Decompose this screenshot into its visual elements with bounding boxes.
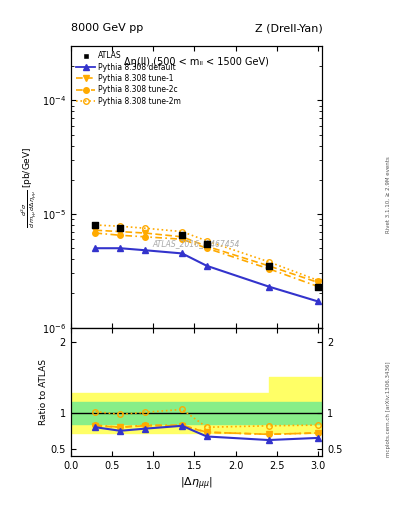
Point [204, 240, 210, 248]
Point [179, 231, 185, 240]
Legend: ATLAS, Pythia 8.308 default, Pythia 8.308 tune-1, Pythia 8.308 tune-2c, Pythia 8: ATLAS, Pythia 8.308 default, Pythia 8.30… [75, 50, 183, 107]
Text: ATLAS_2016_I1467454: ATLAS_2016_I1467454 [153, 239, 240, 248]
Point [266, 262, 272, 270]
Text: Z (Drell-Yan): Z (Drell-Yan) [255, 23, 322, 33]
X-axis label: $|\Delta\eta_{\mu\mu}|$: $|\Delta\eta_{\mu\mu}|$ [180, 476, 213, 493]
Y-axis label: $\frac{d^2\sigma}{d\,m_{\mu\mu}\,d\Delta\eta_{\mu\mu}}$ [pb/GeV]: $\frac{d^2\sigma}{d\,m_{\mu\mu}\,d\Delta… [19, 146, 39, 228]
Point [117, 224, 123, 232]
Point [315, 283, 321, 291]
Text: mcplots.cern.ch [arXiv:1306.3436]: mcplots.cern.ch [arXiv:1306.3436] [386, 362, 391, 457]
Y-axis label: Ratio to ATLAS: Ratio to ATLAS [39, 359, 48, 424]
Text: Δη(ll) (500 < mₗₗ < 1500 GeV): Δη(ll) (500 < mₗₗ < 1500 GeV) [124, 57, 269, 68]
Point [92, 221, 99, 229]
Text: 8000 GeV pp: 8000 GeV pp [71, 23, 143, 33]
Text: Rivet 3.1.10, ≥ 2.9M events: Rivet 3.1.10, ≥ 2.9M events [386, 156, 391, 233]
